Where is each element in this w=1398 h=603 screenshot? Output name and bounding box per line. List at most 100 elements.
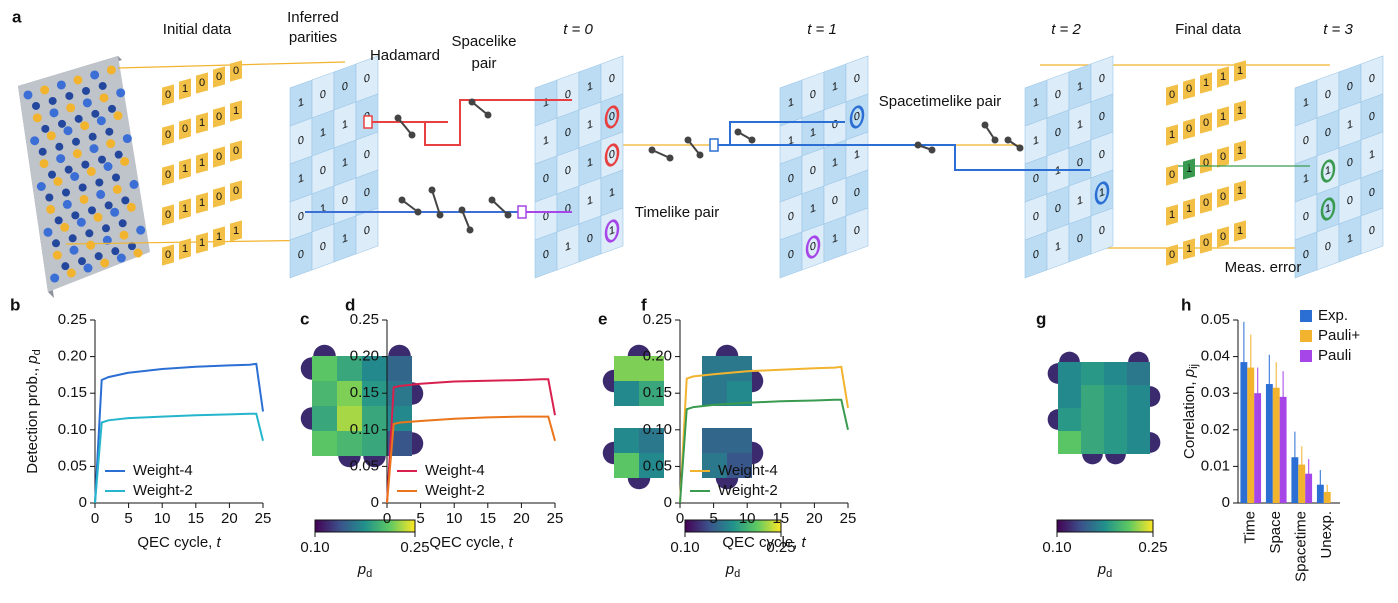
data-bit: 0 [1203, 117, 1209, 129]
parity-bit: 1 [1303, 96, 1309, 110]
qubit [66, 103, 75, 112]
parity-bit: 0 [1099, 148, 1105, 162]
qubit [57, 80, 66, 89]
qubit-measure [69, 234, 77, 242]
diagram-title: t = 0 [563, 21, 593, 38]
data-bit: 1 [182, 163, 188, 175]
qubit-measure [108, 105, 116, 113]
label-text: QEC cycle, [137, 534, 216, 551]
qubit [90, 144, 99, 153]
axis-label: QEC cycle, t [722, 534, 806, 551]
parity-bit: 0 [810, 88, 816, 102]
label-var: t [509, 534, 514, 551]
parity-bit: 0 [810, 164, 816, 178]
qubit [33, 113, 42, 122]
y-tick-label: 0.05 [58, 457, 87, 474]
label-var: t [217, 534, 222, 551]
annotation: Spacelike [451, 33, 516, 50]
qubit [110, 208, 119, 217]
y-tick-label: 0.25 [643, 311, 672, 328]
data-bit: 0 [165, 89, 171, 101]
parity-bit: 1 [1033, 96, 1039, 110]
heatmap-cell [1104, 385, 1127, 408]
heatmap-cell [614, 428, 639, 453]
qubit [50, 108, 59, 117]
parity-bit: 1 [609, 186, 615, 200]
x-tick-label: 20 [221, 510, 238, 527]
parity-bit: 0 [609, 148, 615, 162]
legend-label: Weight-2 [133, 482, 193, 499]
qubit [117, 254, 126, 263]
data-bit: 0 [216, 71, 222, 83]
data-bit: 1 [199, 117, 205, 129]
parity-bit: 0 [788, 248, 794, 262]
data-bit: 0 [1220, 191, 1226, 203]
qubit [70, 246, 79, 255]
y-tick-label: 0.10 [350, 421, 379, 438]
data-bit: 0 [1220, 151, 1226, 163]
x-tick-label: 5 [709, 510, 717, 527]
parity-bit: 0 [1369, 224, 1375, 238]
gate-node [649, 147, 656, 154]
parity-bit: 0 [609, 72, 615, 86]
y-tick-label: 0.10 [643, 421, 672, 438]
data-bit: 1 [1220, 71, 1226, 83]
data-bit: 0 [233, 145, 239, 157]
parity-bit: 1 [832, 80, 838, 94]
y-tick-label: 0 [1222, 494, 1230, 511]
qubit [120, 231, 129, 240]
figure: b00.050.100.150.200.250510152025Weight-4… [0, 0, 1398, 603]
parity-bit: 0 [832, 118, 838, 132]
axis-label: Detection prob., pd [24, 349, 43, 474]
heatmap-cell [727, 356, 752, 381]
heatmap-cell [312, 406, 337, 431]
heatmap-cell [1081, 408, 1104, 431]
parity-bit: 0 [1099, 224, 1105, 238]
parity-bit: 1 [1347, 232, 1353, 246]
qubit-measure [45, 194, 53, 202]
data-bit: 1 [1169, 209, 1175, 221]
qubit [96, 190, 105, 199]
heatmap-cell [387, 356, 412, 381]
legend-label: Weight-2 [718, 482, 778, 499]
y-tick-label: 0.01 [1201, 457, 1230, 474]
parity-bit: 0 [854, 186, 860, 200]
qubit-measure [49, 97, 57, 105]
y-tick-label: 0.15 [58, 384, 87, 401]
label-var: p [357, 561, 366, 578]
parity-bit: 0 [1033, 210, 1039, 224]
data-bit: 1 [182, 83, 188, 95]
parity-bit: 1 [587, 118, 593, 132]
heatmap-cell [702, 428, 727, 453]
panel-letter: b [10, 295, 20, 314]
data-bit: 0 [1169, 249, 1175, 261]
parity-bit: 0 [1347, 194, 1353, 208]
qubit [46, 205, 55, 214]
legend-label: Weight-4 [425, 462, 485, 479]
parity-bit: 0 [298, 134, 304, 148]
parity-bit: 1 [1369, 148, 1375, 162]
gate-node [992, 137, 999, 144]
parity-bit: 0 [1325, 240, 1331, 254]
label-sub: d [734, 568, 740, 580]
parity-bit: 0 [1369, 186, 1375, 200]
panel-letter: c [300, 309, 309, 328]
axis-label: QEC cycle, t [429, 534, 513, 551]
x-tick-label: Time [1242, 511, 1259, 544]
y-tick-label: 0.20 [350, 348, 379, 365]
axis-label: pd [725, 561, 740, 580]
parity-bit: 0 [320, 240, 326, 254]
colorbar [315, 520, 415, 532]
qubit [113, 185, 122, 194]
qubit-measure [75, 115, 83, 123]
qubit [50, 274, 59, 283]
parity-bit: 0 [298, 210, 304, 224]
qubit-measure [105, 128, 113, 136]
label-sub: ij [1188, 364, 1200, 369]
qubit [116, 88, 125, 97]
heatmap-cell [1081, 385, 1104, 408]
parity-bit: 0 [364, 148, 370, 162]
parity-bit: 1 [342, 156, 348, 170]
qubit-measure [95, 179, 103, 187]
y-tick-label: 0.04 [1201, 348, 1230, 365]
